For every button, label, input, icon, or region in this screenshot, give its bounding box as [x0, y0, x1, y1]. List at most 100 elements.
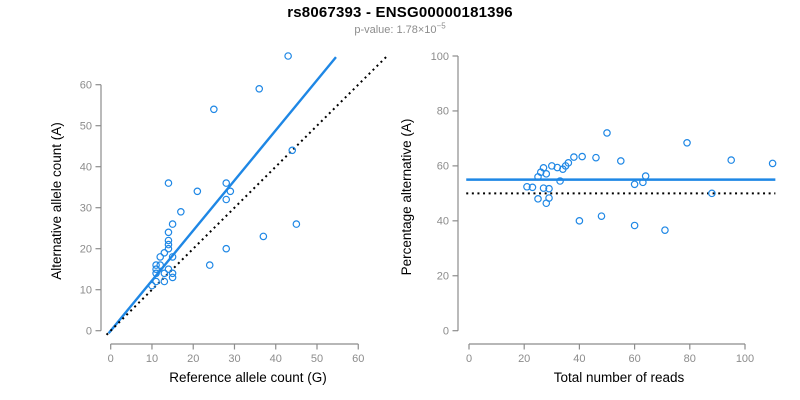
- data-point: [164, 236, 173, 245]
- data-point: [160, 269, 169, 278]
- data-point: [292, 220, 301, 228]
- data-point: [630, 221, 639, 230]
- data-point: [168, 269, 177, 278]
- data-point: [152, 269, 160, 278]
- x-tick-label: 20: [518, 353, 530, 365]
- y-tick-label: 0: [86, 326, 92, 338]
- data-point: [578, 152, 586, 161]
- y-tick-label: 60: [437, 161, 449, 173]
- data-point: [156, 261, 165, 269]
- data-point: [630, 180, 639, 189]
- data-point: [603, 129, 611, 137]
- x-tick-label: 10: [146, 353, 158, 365]
- pvalue-label: p-value:: [354, 24, 394, 36]
- x-tick-label: 80: [684, 353, 696, 365]
- x-tick-label: 60: [352, 353, 364, 365]
- fit-line: [107, 56, 337, 334]
- data-point: [616, 157, 625, 165]
- data-point: [177, 208, 185, 216]
- data-point: [160, 277, 169, 286]
- y-tick-label: 10: [80, 285, 92, 297]
- x-tick-label: 0: [466, 353, 472, 365]
- data-point: [222, 244, 231, 253]
- data-point: [545, 194, 553, 202]
- x-tick-label: 20: [187, 353, 199, 365]
- data-point: [708, 189, 716, 198]
- data-point: [284, 52, 292, 60]
- data-point: [528, 183, 537, 192]
- x-tick-label: 40: [573, 353, 585, 365]
- pvalue-base: 1.78×10: [396, 24, 437, 36]
- data-point: [156, 253, 165, 261]
- data-point: [639, 178, 647, 187]
- data-point: [539, 164, 548, 172]
- y-tick-label: 100: [431, 51, 449, 63]
- data-point: [164, 244, 173, 253]
- data-point: [575, 217, 584, 225]
- data-point: [539, 184, 548, 192]
- x-axis-title: Reference allele count (G): [169, 370, 327, 385]
- data-point: [542, 170, 551, 178]
- data-point: [556, 177, 564, 185]
- data-point: [259, 232, 268, 241]
- data-point: [168, 253, 177, 261]
- y-tick-label: 60: [80, 80, 92, 92]
- x-tick-label: 100: [736, 353, 754, 365]
- y-axis-title: Alternative allele count (A): [49, 122, 64, 280]
- data-point: [683, 139, 691, 147]
- data-point: [534, 195, 542, 203]
- data-point: [148, 281, 156, 290]
- data-point: [641, 172, 650, 180]
- data-point: [564, 159, 573, 167]
- data-point: [523, 182, 531, 191]
- y-tick-label: 0: [443, 326, 449, 338]
- x-tick-label: 30: [228, 353, 240, 365]
- y-tick-label: 80: [437, 106, 449, 118]
- data-point: [661, 226, 669, 234]
- x-tick-label: 50: [311, 353, 323, 365]
- x-axis-title: Total number of reads: [554, 370, 685, 385]
- data-point: [164, 265, 173, 274]
- data-point: [592, 153, 600, 162]
- data-point: [768, 159, 777, 168]
- data-point: [164, 179, 173, 187]
- y-tick-label: 50: [80, 121, 92, 133]
- y-axis-title: Percentage alternative (A): [399, 119, 414, 276]
- data-point: [597, 212, 606, 220]
- data-point: [545, 184, 553, 193]
- data-point: [160, 249, 169, 257]
- x-tick-label: 60: [628, 353, 640, 365]
- data-point: [288, 146, 297, 155]
- data-point: [193, 187, 202, 196]
- data-point: [255, 85, 264, 93]
- data-point: [222, 195, 231, 204]
- y-tick-label: 20: [437, 271, 449, 283]
- data-point: [164, 228, 173, 237]
- data-point: [222, 179, 231, 187]
- figure-subtitle: p-value: 1.78×10−5: [0, 21, 800, 36]
- data-point: [226, 187, 235, 196]
- data-point: [168, 220, 177, 228]
- identity-line: [105, 55, 388, 336]
- y-tick-label: 40: [437, 216, 449, 228]
- data-point: [164, 240, 173, 249]
- pvalue-exponent: −5: [436, 21, 446, 31]
- figure-title: rs8067393 - ENSG00000181396: [287, 4, 513, 21]
- y-tick-label: 30: [80, 203, 92, 215]
- y-tick-label: 40: [80, 162, 92, 174]
- x-tick-label: 40: [270, 353, 282, 365]
- data-point: [570, 153, 578, 161]
- y-tick-label: 20: [80, 244, 92, 256]
- data-point: [152, 277, 160, 286]
- data-point: [168, 273, 177, 282]
- data-point: [727, 156, 736, 164]
- allele-counts-scatter: 0 10 20 30 40 50 60 0 10 20 30 40 50 60 Reference alle…: [49, 52, 388, 385]
- data-point: [152, 265, 160, 274]
- percentage-vs-coverage-scatter: 0 20 40 60 80 100 0 20 40 60 80 100 Total number of …: [399, 51, 777, 385]
- data-point: [205, 261, 214, 269]
- data-point: [210, 105, 218, 114]
- x-tick-label: 0: [108, 353, 114, 365]
- data-point: [152, 261, 160, 269]
